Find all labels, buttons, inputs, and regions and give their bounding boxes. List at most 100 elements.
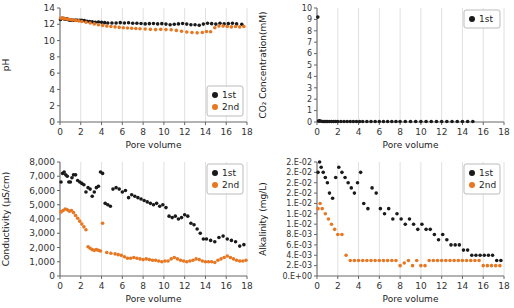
point	[355, 120, 359, 124]
point	[353, 259, 357, 263]
point	[481, 264, 485, 268]
point	[365, 259, 369, 263]
point	[180, 29, 184, 33]
point	[407, 259, 411, 263]
tick-label: 18	[498, 127, 510, 137]
x-axis-label: Pore volume	[126, 294, 182, 304]
point	[204, 260, 208, 264]
point	[337, 165, 341, 169]
point	[238, 25, 242, 29]
point	[132, 256, 136, 260]
tick-label: 18	[498, 281, 510, 291]
tick-label: 10	[158, 127, 170, 137]
point	[352, 120, 356, 124]
point	[97, 184, 101, 188]
point	[114, 21, 118, 25]
point	[160, 22, 164, 26]
point	[143, 22, 147, 26]
legend-box	[207, 86, 243, 116]
point	[494, 264, 498, 268]
legend: 1st2nd	[207, 86, 243, 116]
tick-label: 6	[49, 68, 55, 78]
point	[477, 259, 481, 263]
point	[458, 243, 462, 247]
tick-label: 2	[307, 95, 312, 104]
point	[80, 20, 84, 24]
tick-label: 10	[302, 4, 312, 13]
tick-label: 14	[457, 127, 469, 137]
point	[84, 20, 88, 24]
point	[398, 120, 402, 124]
point	[116, 253, 120, 257]
point	[189, 23, 193, 27]
point	[209, 239, 213, 243]
tick-label: 14	[200, 281, 212, 291]
point	[148, 22, 152, 26]
y-axis-label: Alkalinity (mg/L)	[258, 182, 268, 256]
tick-label: 0	[307, 118, 312, 127]
tick-label: 18	[241, 281, 253, 291]
point	[155, 202, 159, 206]
point	[164, 28, 168, 32]
legend-label: 1st	[479, 14, 493, 24]
tick-label: 16	[220, 281, 232, 291]
tick-label: 0	[49, 271, 55, 281]
grid-line	[101, 162, 102, 276]
grid-line	[504, 8, 505, 122]
point	[174, 214, 178, 218]
tick-label: 6	[376, 281, 382, 291]
tick-label: 2	[78, 281, 84, 291]
point	[138, 257, 142, 261]
point	[340, 171, 344, 175]
tick-label: 0	[314, 281, 320, 291]
y-axis	[60, 8, 61, 122]
tick-label: 10	[44, 36, 56, 46]
point	[84, 190, 88, 194]
grid-line	[205, 162, 206, 276]
tick-label: 8	[397, 281, 403, 291]
point	[440, 259, 444, 263]
point	[197, 23, 201, 27]
tick-label: 2	[335, 127, 341, 137]
point	[320, 207, 324, 211]
point	[316, 207, 320, 211]
tick-label: 12	[436, 127, 447, 137]
tick-label: 8	[140, 281, 146, 291]
point	[111, 187, 115, 191]
tick-label: 6,000	[29, 186, 55, 196]
point	[209, 30, 213, 34]
point	[327, 217, 331, 221]
x-axis	[317, 276, 504, 277]
point	[471, 120, 475, 124]
grid-line	[379, 8, 380, 122]
point	[160, 260, 164, 264]
point	[234, 240, 238, 244]
point	[158, 204, 162, 208]
grid-line	[358, 8, 359, 122]
point	[456, 259, 460, 263]
point	[214, 22, 218, 26]
tick-label: 5,000	[29, 200, 55, 210]
point	[465, 259, 469, 263]
point	[152, 22, 156, 26]
point	[452, 259, 456, 263]
legend-label: 1st	[479, 168, 493, 178]
point	[353, 191, 357, 195]
point	[198, 231, 202, 235]
point	[130, 26, 134, 30]
point	[143, 27, 147, 31]
tick-label: 9	[307, 15, 312, 24]
tick-label: 12	[179, 127, 190, 137]
point	[139, 22, 143, 26]
point	[339, 120, 343, 124]
point	[156, 22, 160, 26]
legend-box	[464, 10, 500, 28]
grid-line	[420, 162, 421, 276]
point	[499, 259, 503, 263]
point	[324, 176, 328, 180]
point	[420, 222, 424, 226]
point	[369, 120, 373, 124]
grid-line	[317, 8, 318, 122]
legend-marker	[212, 170, 218, 176]
legend-label: 2nd	[479, 180, 496, 190]
